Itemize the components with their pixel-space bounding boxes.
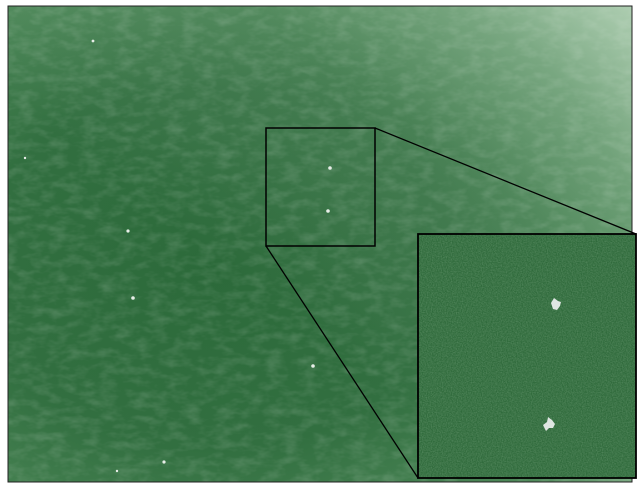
zoom-inset — [417, 233, 637, 479]
zoom-connector — [374, 127, 637, 235]
specks — [23, 39, 332, 473]
inset-specks — [543, 298, 561, 431]
zoom-region — [265, 127, 376, 247]
zoom-connector — [265, 245, 419, 479]
